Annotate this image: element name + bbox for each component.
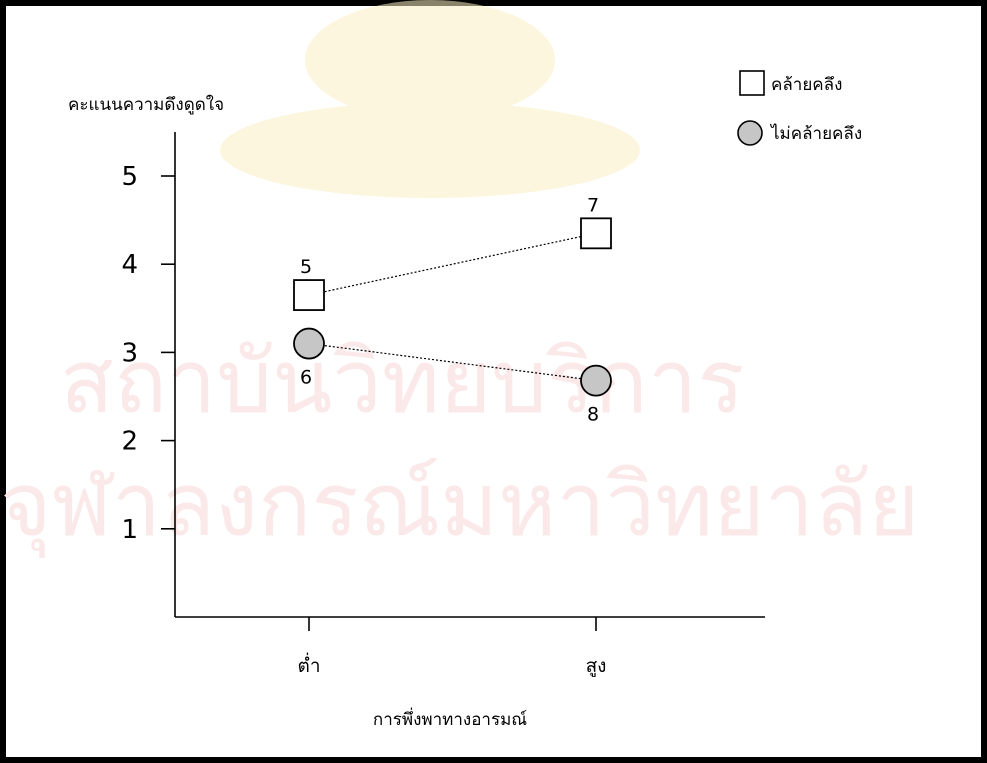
legend-label-dissimilar: ไม่คล้ายคลึง [769, 123, 862, 144]
legend-square-marker [739, 70, 765, 96]
y-tick-label-2: 2 [121, 427, 138, 457]
point-label-1-1: 8 [587, 404, 599, 426]
point-label-1-0: 6 [300, 367, 312, 389]
point-label-0-1: 7 [587, 194, 599, 216]
series-line-1 [308, 342, 597, 382]
x-tick-label-0: ต่ำ [297, 652, 320, 677]
point-square-1 [580, 217, 612, 250]
x-axis-ticks: ต่ำ สูง [297, 617, 606, 677]
point-circle-0 [293, 327, 325, 360]
watermark-line-2: จุฬาลงกรณ์มหาวิทยาลัย [0, 453, 920, 558]
y-tick-label-4: 4 [121, 250, 138, 280]
legend: คล้ายคลึง ไม่คล้ายคลึง [737, 70, 862, 146]
legend-label-similar: คล้ายคลึง [771, 75, 842, 95]
watermark-seal-icon [220, 0, 640, 198]
legend-circle-marker [737, 120, 763, 146]
x-axis-title: การพึ่งพาทางอารมณ์ [373, 707, 527, 730]
point-label-0-0: 5 [300, 256, 312, 278]
y-tick-label-3: 3 [121, 338, 138, 368]
y-axis-ticks: 1 2 3 4 5 [121, 162, 175, 545]
y-tick-label-1: 1 [121, 515, 138, 545]
series-line-0 [308, 232, 597, 296]
y-axis-title: คะแนนความดึงดูดใจ [68, 94, 224, 115]
point-square-0 [293, 279, 325, 311]
watermark-line-1: สถาบันวิทยบริการ [60, 330, 745, 433]
point-circle-1 [580, 364, 612, 397]
y-tick-label-5: 5 [121, 162, 138, 192]
series-points: 5 7 6 8 [293, 194, 612, 426]
series-lines [308, 232, 597, 382]
watermark: สถาบันวิทยบริการ จุฬาลงกรณ์มหาวิทยาลัย [0, 0, 920, 558]
x-tick-label-1: สูง [586, 655, 607, 677]
